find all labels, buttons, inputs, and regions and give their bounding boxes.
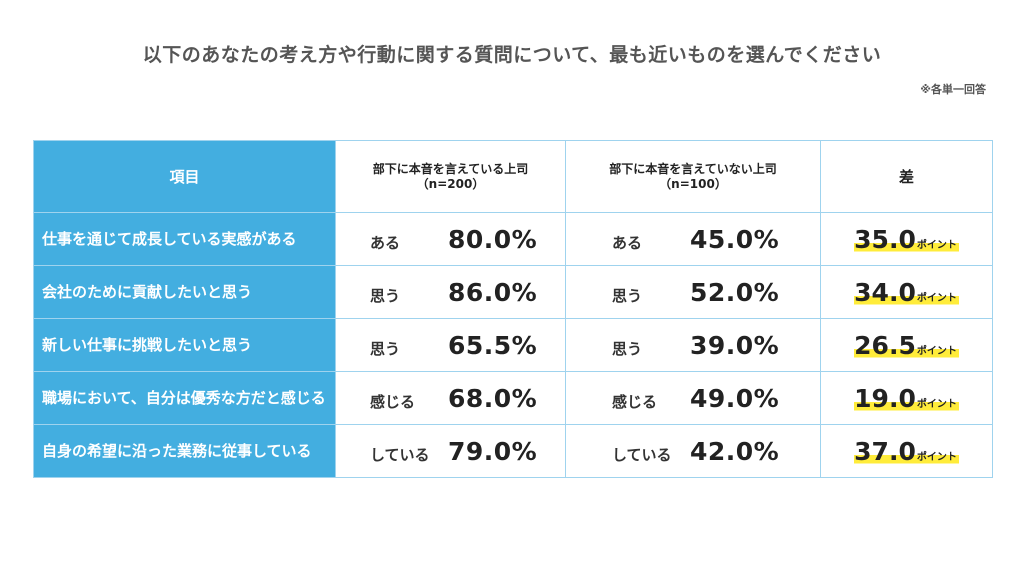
table-row: 新しい仕事に挑戦したいと思う 思う 65.5% 思う 39.0% 26.5ポイント	[33, 318, 993, 372]
diff-value: 34.0	[854, 277, 916, 307]
diff-cell: 19.0ポイント	[820, 371, 993, 425]
group2-answer: している	[612, 445, 672, 464]
table-row: 自身の希望に沿った業務に従事している している 79.0% している 42.0% 37.0…	[33, 424, 993, 478]
header-group1: 部下に本音を言えている上司 （n=200）	[335, 140, 566, 213]
group2-cell: 感じる 49.0%	[565, 371, 821, 425]
diff-highlight: 35.0ポイント	[854, 224, 959, 254]
diff-unit: ポイント	[916, 239, 957, 251]
diff-cell: 26.5ポイント	[820, 318, 993, 372]
group1-value: 65.5%	[448, 330, 538, 360]
group1-answer: 思う	[370, 286, 401, 305]
header-group1-n: （n=200）	[416, 176, 485, 191]
diff-unit: ポイント	[916, 345, 957, 357]
group1-value: 86.0%	[448, 277, 538, 307]
group1-cell: ある 80.0%	[335, 212, 566, 266]
header-group2-n: （n=100）	[659, 176, 727, 191]
page-title: 以下のあなたの考え方や行動に関する質問について、最も近いものを選んでください	[142, 44, 882, 66]
group1-answer: している	[370, 445, 430, 464]
group1-value: 79.0%	[448, 436, 538, 466]
group1-cell: 思う 86.0%	[335, 265, 566, 319]
group2-value: 52.0%	[690, 277, 780, 307]
table-row: 職場において、自分は優秀な方だと感じる 感じる 68.0% 感じる 49.0% 19.0ポ…	[33, 371, 993, 425]
table-row: 仕事を通じて成長している実感がある ある 80.0% ある 45.0% 35.0ポイント	[33, 212, 993, 266]
diff-value: 35.0	[854, 224, 916, 254]
group1-answer: 感じる	[370, 392, 416, 411]
diff-highlight: 34.0ポイント	[854, 277, 959, 307]
survey-table: 項目 部下に本音を言えている上司 （n=200） 部下に本音を言えていない上司 …	[33, 140, 993, 478]
group1-answer: 思う	[370, 339, 401, 358]
row-item-label: 新しい仕事に挑戦したいと思う	[33, 318, 336, 372]
row-item-label: 会社のために貢献したいと思う	[33, 265, 336, 319]
table-row: 会社のために貢献したいと思う 思う 86.0% 思う 52.0% 34.0ポイント	[33, 265, 993, 319]
group2-cell: 思う 52.0%	[565, 265, 821, 319]
diff-highlight: 19.0ポイント	[854, 383, 959, 413]
group2-cell: している 42.0%	[565, 424, 821, 478]
group1-answer: ある	[370, 233, 401, 252]
header-group2-title: 部下に本音を言えていない上司	[609, 161, 777, 176]
group2-answer: 思う	[612, 286, 643, 305]
group1-cell: 思う 65.5%	[335, 318, 566, 372]
diff-cell: 37.0ポイント	[820, 424, 993, 478]
table-header-row: 項目 部下に本音を言えている上司 （n=200） 部下に本音を言えていない上司 …	[33, 140, 993, 213]
group2-answer: 思う	[612, 339, 643, 358]
diff-value: 26.5	[854, 330, 916, 360]
header-item: 項目	[33, 140, 336, 213]
group2-value: 45.0%	[690, 224, 780, 254]
row-item-label: 職場において、自分は優秀な方だと感じる	[33, 371, 336, 425]
group2-value: 39.0%	[690, 330, 780, 360]
row-item-label: 自身の希望に沿った業務に従事している	[33, 424, 336, 478]
diff-unit: ポイント	[916, 451, 957, 463]
diff-cell: 34.0ポイント	[820, 265, 993, 319]
diff-unit: ポイント	[916, 398, 957, 410]
diff-highlight: 37.0ポイント	[854, 436, 959, 466]
diff-value: 37.0	[854, 436, 916, 466]
group1-value: 80.0%	[448, 224, 538, 254]
group2-cell: 思う 39.0%	[565, 318, 821, 372]
group2-answer: 感じる	[612, 392, 658, 411]
header-group2: 部下に本音を言えていない上司 （n=100）	[565, 140, 821, 213]
group2-value: 42.0%	[690, 436, 780, 466]
response-note: ※各単一回答	[920, 83, 986, 96]
header-diff: 差	[820, 140, 993, 213]
group1-cell: している 79.0%	[335, 424, 566, 478]
group2-answer: ある	[612, 233, 643, 252]
diff-cell: 35.0ポイント	[820, 212, 993, 266]
diff-unit: ポイント	[916, 292, 957, 304]
header-group1-title: 部下に本音を言えている上司	[372, 161, 529, 176]
group1-value: 68.0%	[448, 383, 538, 413]
group2-cell: ある 45.0%	[565, 212, 821, 266]
diff-value: 19.0	[854, 383, 916, 413]
group2-value: 49.0%	[690, 383, 780, 413]
group1-cell: 感じる 68.0%	[335, 371, 566, 425]
diff-highlight: 26.5ポイント	[854, 330, 959, 360]
row-item-label: 仕事を通じて成長している実感がある	[33, 212, 336, 266]
